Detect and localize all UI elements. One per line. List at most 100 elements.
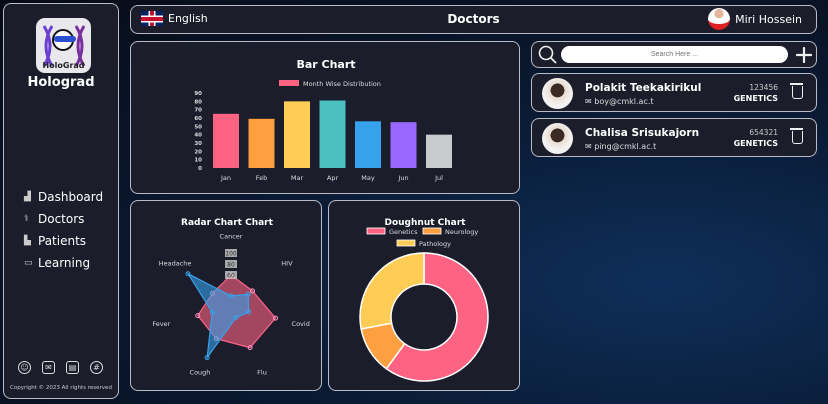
doctor-card[interactable]: Polakit Teekakirikul ✉ boy@cmkl.ac.t 123… [531,73,817,112]
chart-icon: ▟ [24,192,31,202]
radar-point [209,309,215,315]
slice-pathology [359,252,425,330]
doctor-id: 654321 [749,128,778,137]
sidebar-item-label: Doctors [38,212,85,226]
r-tick-bg [225,260,237,268]
search-bar [531,41,817,68]
sidebar-item-label: Dashboard [38,190,104,204]
r-tick-label: 80 [227,262,235,269]
mail-icon: ✉ [585,142,595,151]
y-tick-label: 70 [194,108,202,114]
chart-title: Doughnut Chart [385,218,467,228]
chart-title: Bar Chart [296,58,355,71]
radar-point [246,309,252,315]
legend-label: Genetics [389,228,418,236]
legend-label: Month Wise Distribution [303,80,381,88]
search-input[interactable] [561,46,788,63]
sidebar-item-label: Learning [38,256,91,270]
doctor-department: GENETICS [733,139,778,148]
y-tick-label: 10 [194,158,202,164]
radar-chart: Radar Chart Chart Cancer HIV Covid Flu Cough F… [152,218,310,376]
bar-jan [213,113,239,168]
y-tick-label: 30 [194,141,202,147]
doctor-email: ✉ ping@cmkl.ac.t [585,142,656,151]
r-tick-bg [225,249,237,257]
radar-series-1 [186,272,250,360]
sidebar-item-doctors[interactable]: ⚕ Doctors [24,208,103,230]
radar-point [250,288,256,294]
radar-point [247,345,253,351]
book-icon: ▭ [24,258,33,268]
radar-point [204,355,210,361]
user-menu[interactable]: Miri Hossein [708,8,802,30]
trash-icon[interactable] [790,83,803,99]
page-title: Doctors [447,12,500,26]
legend-swatch [422,227,442,235]
doctor-name: Chalisa Srisukajorn [585,127,700,139]
copyright: Copyright © 2023 All rights reserved [10,385,112,391]
x-tick-label: Apr [327,174,339,182]
radar-point [233,315,239,321]
bar-mar [284,101,310,168]
avatar [708,8,731,30]
r-tick-label: 100 [225,251,237,258]
y-tick-label: 0 [198,166,202,172]
support-icon[interactable]: ☺ [18,361,31,374]
bar-feb [248,118,275,168]
y-tick-label: 20 [194,149,202,155]
legend-label: Pathology [419,240,451,248]
legend-label: Neurology [445,228,478,236]
legend-swatch [279,80,299,86]
stethoscope-icon: ⚕ [24,214,29,224]
radar-chart-card: Radar Chart Chart Cancer HIV Covid Flu Cough F… [130,200,322,391]
bar-jul [426,134,452,168]
bar-may [355,121,381,168]
axis-label: Covid [292,320,310,328]
bar-jun [390,122,417,168]
globe-icon[interactable]: # [90,361,103,374]
doctor-photo [542,123,573,154]
sidebar-item-label: Patients [38,234,87,248]
y-tick-label: 50 [194,124,202,130]
logo-text: HoloGrad [42,61,85,70]
radar-point [245,291,251,297]
mail-icon[interactable]: ✉ [42,361,55,374]
legend-swatch [366,227,386,235]
y-tick-label: 60 [194,116,202,122]
x-tick-label: Jan [220,174,231,182]
doctor-name: Polakit Teekakirikul [585,82,702,94]
sidebar-item-learning[interactable]: ▭ Learning [24,252,103,274]
axis-label: Fever [152,320,170,328]
y-tick-label: 80 [194,99,202,105]
language-selector[interactable]: English [141,11,208,26]
doctor-id: 123456 [749,83,778,92]
y-tick-label: 90 [194,91,202,97]
bar-chart-card: Bar Chart Month Wise Distribution 0 10 20 30 4… [130,41,520,194]
logo: HoloGrad [36,18,91,73]
radar-point [228,293,234,299]
axis-label: Flu [257,368,267,376]
r-tick-label: 60 [227,273,235,280]
sidebar-item-patients[interactable]: ▙ Patients [24,230,103,252]
language-label: English [168,12,208,25]
bar-apr [319,100,346,168]
axis-label: Cough [190,368,211,376]
sidebar-item-dashboard[interactable]: ▟ Dashboard [24,186,103,208]
add-icon[interactable] [796,47,812,63]
r-tick-bg [225,271,237,279]
email-text: ping@cmkl.ac.t [594,142,657,151]
doctor-photo [542,78,573,109]
trash-icon[interactable] [790,128,803,144]
email-text: boy@cmkl.ac.t [594,97,654,106]
doughnut-chart-card: Doughnut Chart Genetics Neurology Pathology [328,200,520,391]
document-icon[interactable]: ▤ [66,361,79,374]
bar-chart: Bar Chart Month Wise Distribution 0 10 20 30 4… [194,58,452,182]
radar-point [185,271,191,277]
header: English Doctors Miri Hossein [130,5,817,34]
chart-title: Radar Chart Chart [181,218,274,228]
doctor-card[interactable]: Chalisa Srisukajorn ✉ ping@cmkl.ac.t 654… [531,118,817,157]
x-tick-label: Jul [434,174,443,182]
search-icon[interactable] [537,44,559,66]
y-tick-label: 40 [194,133,202,139]
